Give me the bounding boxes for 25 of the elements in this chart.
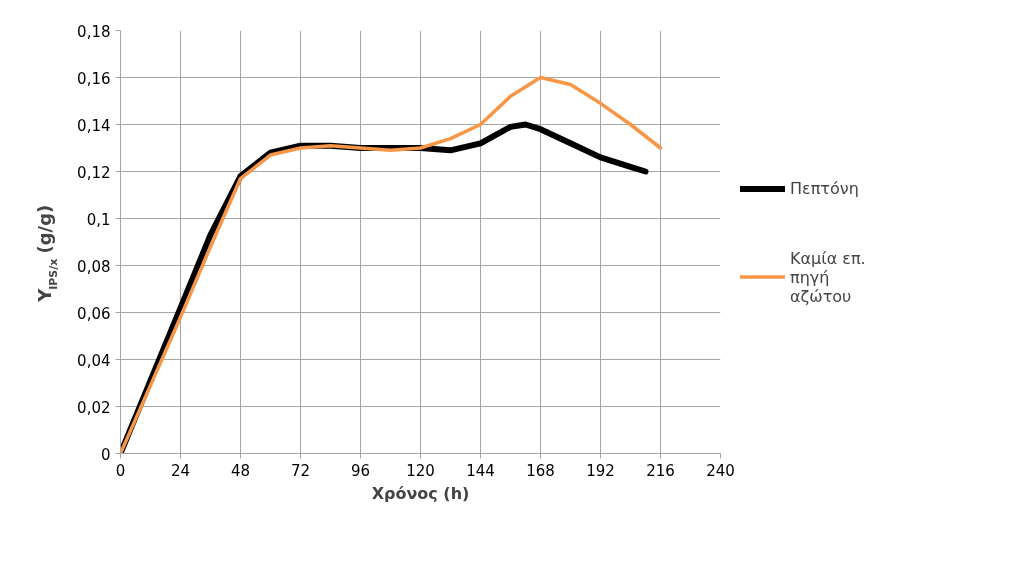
x-tick-label: 96: [350, 461, 371, 480]
y-tick-label: 0,08: [77, 257, 111, 276]
y-tick-label: 0,02: [77, 398, 111, 417]
y-tick-label: 0,16: [77, 69, 111, 88]
x-tick-label: 24: [170, 461, 191, 480]
x-axis-title: Χρόνος (h): [371, 483, 470, 503]
y-tick-label: 0,12: [77, 163, 111, 182]
x-tick-label: 0: [115, 461, 126, 480]
y-tick-label: 0: [100, 445, 111, 464]
legend-label: Πεπτόνη: [790, 178, 859, 198]
x-tick-label: 120: [406, 461, 435, 480]
x-tick-label: 72: [290, 461, 311, 480]
x-tick-label: 240: [706, 461, 735, 480]
y-tick-label: 0,04: [77, 351, 111, 370]
y-tick-label: 0,06: [77, 304, 111, 323]
y-tick-label: 0,14: [77, 116, 111, 135]
x-tick-label: 192: [586, 461, 615, 480]
x-tick-label: 216: [646, 461, 675, 480]
y-tick-label: 0,18: [77, 22, 111, 41]
y-tick-label: 0,1: [86, 210, 111, 229]
x-tick-label: 168: [526, 461, 555, 480]
x-tick-label: 144: [466, 461, 495, 480]
x-tick-label: 48: [230, 461, 251, 480]
y-axis-title: YIPS/x (g/g): [33, 204, 60, 303]
legend-label: Καμία επ. πηγή αζώτου: [790, 248, 866, 305]
